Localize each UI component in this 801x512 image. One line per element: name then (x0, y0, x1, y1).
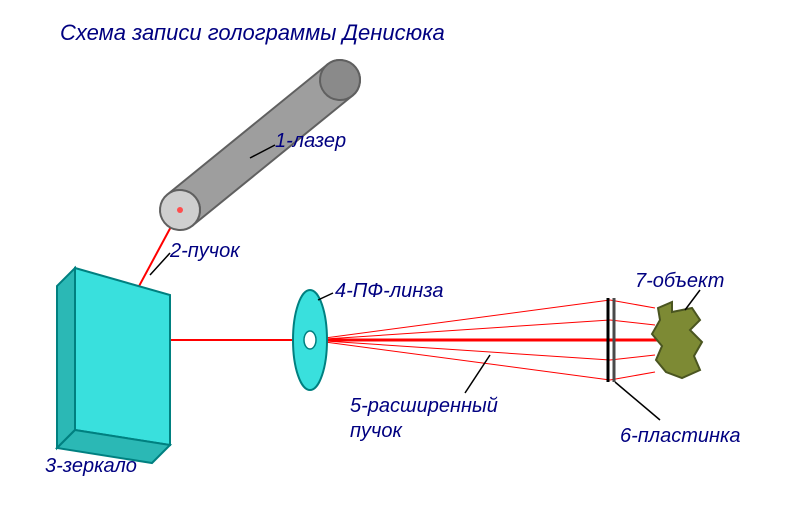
label-expanded-line2: пучок (350, 420, 402, 443)
leader-lens (318, 293, 333, 300)
leader-plate (615, 382, 660, 420)
mirror (57, 268, 170, 463)
label-laser: 1-лазер (275, 130, 346, 153)
label-object: 7-объект (635, 270, 724, 293)
label-expanded-line1: 5-расширенный (350, 395, 498, 418)
label-mirror: 3-зеркало (45, 455, 137, 478)
object-shape (652, 302, 702, 378)
label-lens: 4-ПФ-линза (335, 280, 443, 303)
lens (293, 290, 327, 390)
label-plate: 6-пластинка (620, 425, 741, 448)
leader-beam (150, 253, 170, 275)
diagram-canvas: Схема записи голограммы Денисюка (0, 0, 801, 512)
expanded-beam (310, 300, 670, 380)
label-beam: 2-пучок (170, 240, 240, 263)
